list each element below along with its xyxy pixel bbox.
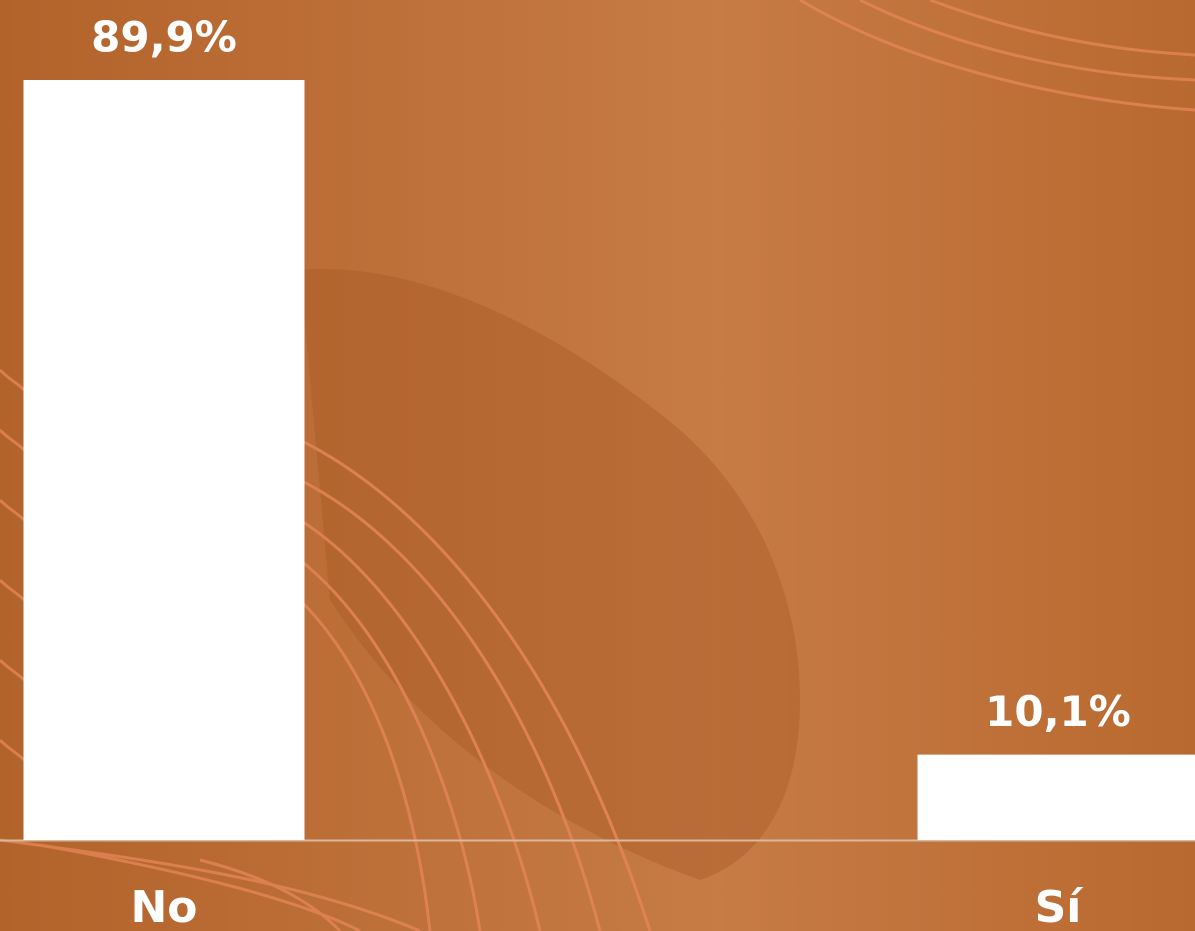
bar [23, 80, 305, 840]
value-label: 89,9% [91, 13, 237, 62]
value-label: 10,1% [985, 687, 1131, 736]
bar [917, 754, 1195, 840]
category-label: No [130, 882, 197, 931]
category-label: Sí [1035, 882, 1085, 931]
